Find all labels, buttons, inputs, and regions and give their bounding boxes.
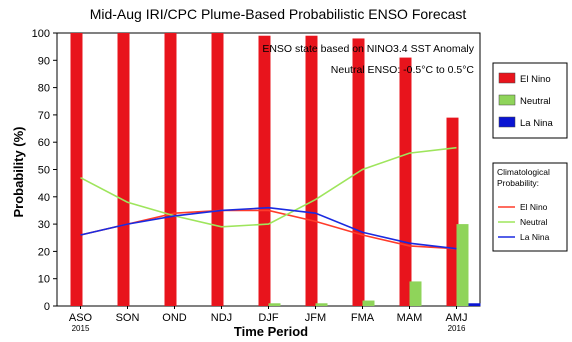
chart-title: Mid-Aug IRI/CPC Plume-Based Probabilisti… [90, 6, 467, 22]
y-tick-label: 0 [44, 301, 50, 313]
climatology-line-el-nino [80, 209, 457, 250]
y-axis-label: Probability (%) [11, 126, 26, 217]
x-axis-label: Time Period [234, 324, 308, 339]
climatology-legend-label: La Nina [520, 232, 550, 242]
bar-el-nino [211, 33, 224, 306]
x-tick-label: DJF [258, 312, 278, 324]
climatology-legend-title: Climatological [497, 167, 550, 177]
bar-neutral [456, 224, 469, 306]
y-tick-label: 50 [38, 165, 50, 177]
y-tick-label: 40 [38, 192, 50, 204]
annotation-text: ENSO state based on NINO3.4 SST Anomaly [262, 43, 474, 55]
bar-el-nino [446, 117, 459, 306]
year-label: 2016 [448, 324, 466, 333]
y-tick-label: 80 [38, 83, 50, 95]
climatology-legend-label: El Nino [520, 202, 548, 212]
bar-la-nina [468, 303, 481, 306]
y-tick-label: 60 [38, 137, 50, 149]
y-tick-label: 90 [38, 55, 50, 67]
climatology-line-la-nina [80, 206, 457, 250]
bar-el-nino [164, 33, 177, 306]
bar-el-nino [399, 57, 412, 306]
legend-label: Neutral [520, 96, 551, 107]
bar-el-nino [305, 35, 318, 306]
y-tick-label: 30 [38, 219, 50, 231]
plot-area: 0 10 20 30 40 50 60 70 80 90 100 ASO SON OND NDJ DJF JFM… [32, 28, 481, 333]
year-label: 2015 [72, 324, 90, 333]
climatology-legend-title: Probability: [497, 178, 539, 188]
x-tick-label: FMA [351, 312, 375, 324]
x-tick-label: AMJ [446, 312, 468, 324]
legend-swatch-la-nina [498, 116, 516, 128]
climatology-legend-label: Neutral [520, 217, 548, 227]
y-tick-label: 70 [38, 110, 50, 122]
y-tick-label: 10 [38, 274, 50, 286]
x-tick-label: ASO [69, 312, 93, 324]
legend-label: La Nina [520, 118, 553, 129]
bar-neutral [268, 303, 281, 306]
bar-neutral [315, 303, 328, 306]
bar-neutral [362, 300, 375, 306]
x-tick-label: OND [162, 312, 187, 324]
climatology-line-neutral [80, 146, 457, 228]
bar-el-nino [70, 33, 83, 306]
x-tick-label: JFM [305, 312, 326, 324]
bar-neutral [409, 281, 422, 306]
series-legend: El Nino Neutral La Nina [492, 62, 568, 139]
y-tick-label: 100 [32, 28, 50, 40]
y-tick-label: 20 [38, 246, 50, 258]
legend-swatch-el-nino [498, 72, 516, 84]
legend-swatch-neutral [498, 94, 516, 106]
annotation-text: Neutral ENSO: -0.5°C to 0.5°C [331, 64, 475, 76]
legend-label: El Nino [520, 74, 551, 85]
bar-el-nino [258, 35, 271, 306]
x-tick-label: NDJ [211, 312, 232, 324]
x-tick-label: MAM [397, 312, 423, 324]
bar-el-nino [117, 33, 130, 306]
x-tick-label: SON [116, 312, 140, 324]
